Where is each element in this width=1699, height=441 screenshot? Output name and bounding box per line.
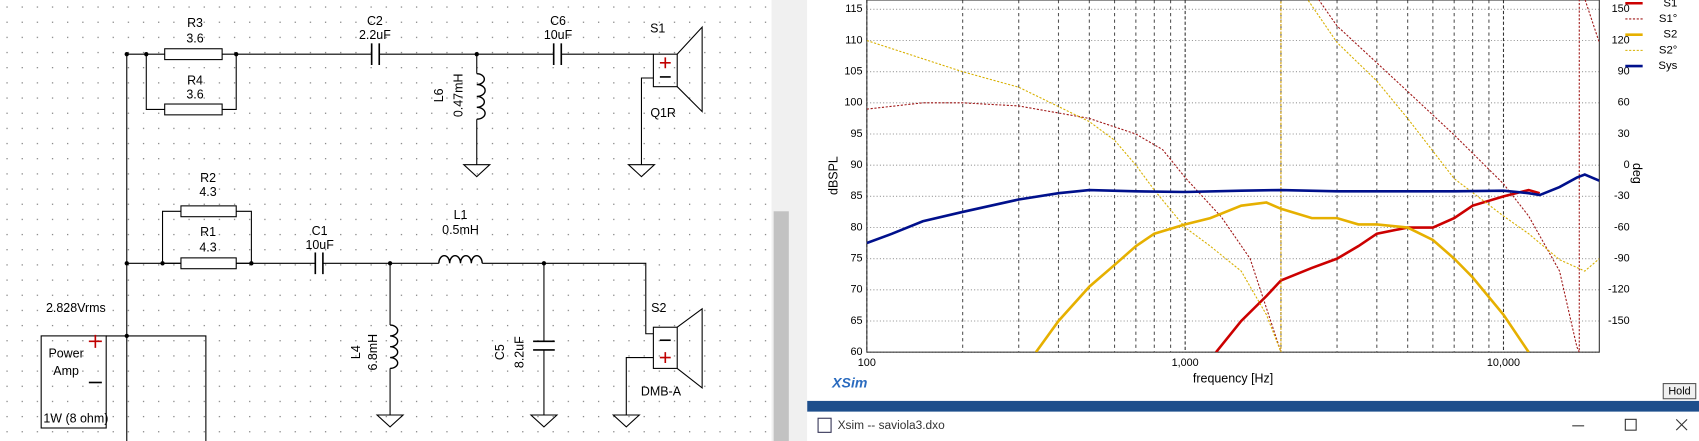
title-bar: [807, 411, 1699, 441]
series-line: [1215, 188, 1541, 353]
series-line: [866, 0, 1600, 353]
component-ref: C1: [312, 224, 328, 238]
y-tick-label: 105: [844, 66, 862, 78]
maximize-button[interactable]: [1624, 418, 1637, 431]
y2-tick-label: -30: [1614, 190, 1630, 202]
source-name: Power: [48, 347, 83, 361]
component-value: 10uF: [544, 28, 573, 42]
y2-tick-label: -150: [1608, 315, 1630, 327]
scrollbar-thumb[interactable]: [773, 211, 789, 441]
component-ref: S1: [650, 22, 665, 36]
y2-tick-label: 30: [1618, 128, 1630, 140]
component-value: 10uF: [305, 238, 334, 252]
component-ref: C5: [493, 344, 507, 360]
component-value: 0.5mH: [442, 223, 479, 237]
y-tick-label: 95: [850, 128, 862, 140]
component-ref: R2: [200, 171, 216, 185]
legend-label: S2°: [1659, 44, 1677, 56]
x-tick-label: 100: [858, 357, 876, 369]
chart-panel: [807, 0, 1699, 401]
source-voltage: 2.828Vrms: [46, 301, 106, 315]
y-tick-label: 70: [850, 284, 862, 296]
legend-label: S1: [1663, 0, 1677, 9]
x-tick-label: 10,000: [1487, 357, 1520, 369]
y2-tick-label: 150: [1612, 3, 1630, 15]
component-ref: R4: [187, 74, 203, 88]
y-tick-label: 85: [850, 190, 862, 202]
x-tick-label: 1,000: [1172, 357, 1199, 369]
y2-tick-label: 120: [1612, 34, 1630, 46]
y2-tick-label: 90: [1618, 66, 1630, 78]
y2-tick-label: -90: [1614, 253, 1630, 265]
y-axis-label: dBSPL: [827, 156, 841, 195]
y-tick-label: 90: [850, 159, 862, 171]
y-tick-label: 80: [850, 221, 862, 233]
y-tick-label: 100: [844, 97, 862, 109]
component-ref: R1: [200, 225, 216, 239]
desktop-strip: [807, 400, 1699, 412]
schematic-grid: [0, 0, 772, 441]
y-tick-label: 60: [850, 346, 862, 358]
source-name: Amp: [53, 364, 79, 378]
window-title: Xsim -- saviola3.dxo: [838, 418, 946, 432]
app-icon: [817, 417, 832, 433]
series-line: [866, 0, 1600, 353]
component-value: 3.6: [186, 31, 203, 45]
y-tick-label: 110: [845, 34, 862, 46]
watermark: XSim: [831, 374, 867, 390]
hold-button[interactable]: [1662, 383, 1697, 400]
component-value: 8.2uF: [512, 336, 526, 368]
series-line: [866, 173, 1600, 245]
y-tick-label: 65: [850, 315, 862, 327]
y2-tick-label: 0: [1624, 159, 1630, 171]
series-line: [1034, 201, 1530, 353]
component-ref: S2: [651, 301, 666, 315]
component-value: 2.2uF: [359, 28, 391, 42]
y2-tick-label: -60: [1614, 221, 1630, 233]
y-tick-label: 75: [850, 253, 862, 265]
y2-axis-label: deg: [1630, 163, 1644, 184]
component-ref: C6: [550, 14, 566, 28]
component-value: 6.8mH: [366, 334, 380, 371]
component-ref: R3: [187, 16, 203, 30]
close-button[interactable]: [1675, 418, 1688, 431]
component-value: 3.6: [186, 88, 203, 102]
legend-label: S1°: [1659, 13, 1677, 25]
component-value: Q1R: [650, 106, 676, 120]
symbols: [40, 25, 703, 429]
component-ref: C2: [367, 14, 383, 28]
divider: [790, 0, 808, 441]
hold-label[interactable]: Hold: [1668, 386, 1690, 398]
plot-area: [866, 0, 1600, 353]
component-value: 4.3: [199, 185, 216, 199]
x-axis-label: frequency [Hz]: [1193, 372, 1273, 386]
component-value: DMB-A: [641, 385, 682, 399]
legend-label: Sys: [1658, 60, 1677, 72]
component-ref: L4: [349, 345, 363, 359]
component-value: 0.47mH: [452, 74, 466, 118]
source-load: 1W (8 ohm): [43, 412, 108, 426]
component-ref: L1: [454, 208, 468, 222]
component-value: 4.3: [199, 240, 216, 254]
plot-frame: [866, 0, 1600, 353]
component-ref: L6: [432, 88, 446, 102]
y-tick-label: 115: [845, 3, 862, 15]
chart: 60 65 70 75 80 85 90 95 100 105 110 115 -150 -120 -90 -…: [827, 0, 1678, 390]
y2-tick-label: -120: [1608, 284, 1630, 296]
y2-tick-label: 60: [1618, 97, 1630, 109]
legend-label: S2: [1663, 29, 1677, 41]
